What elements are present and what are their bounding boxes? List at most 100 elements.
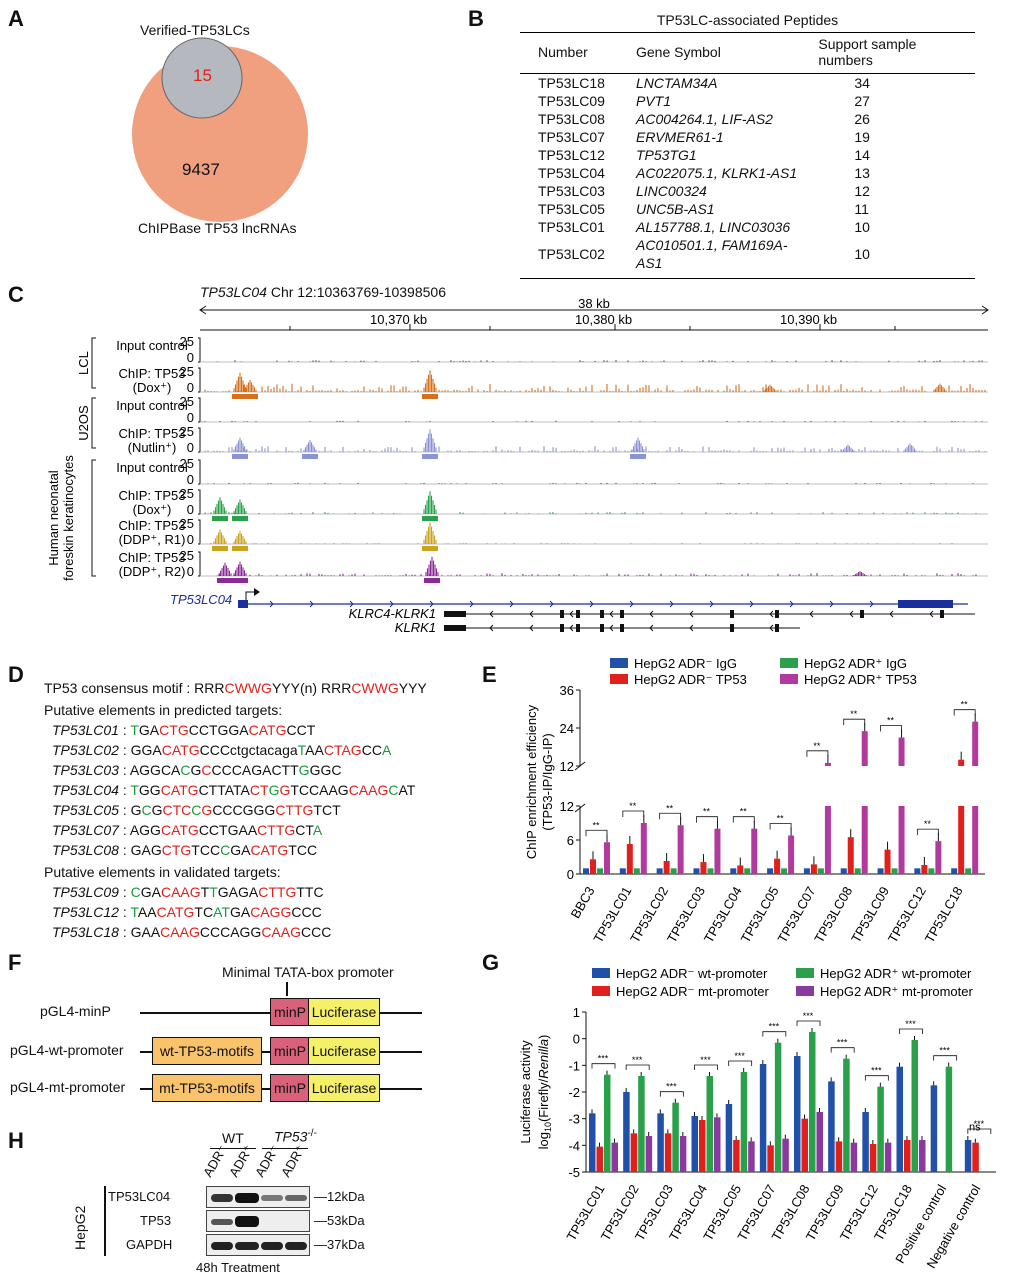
- peak-call: [302, 454, 318, 459]
- track-axis: [198, 551, 201, 577]
- luciferase-chart: HepG2 ADR⁻ wt-promoter HepG2 ADR⁻ mt-prom…: [518, 966, 996, 1271]
- panel-letter-d: D: [8, 662, 24, 687]
- track-signal: [204, 370, 986, 392]
- table-cell-gene: AC010501.1, FAM169A-AS1: [632, 236, 815, 279]
- y-tick-label: 0: [567, 867, 574, 882]
- sig-star: ***: [803, 1011, 814, 1021]
- blot-gapdh: [206, 1234, 310, 1256]
- table-header-gene: Gene Symbol: [632, 32, 815, 74]
- gene-strand: [829, 600, 834, 608]
- track-ymax: 25: [180, 456, 194, 471]
- bar: [809, 1032, 816, 1172]
- track-label: ChIP: TP53: [119, 550, 186, 565]
- sig-bracket: [591, 1063, 616, 1069]
- bar: [714, 1117, 721, 1172]
- track-sublabel: (DDP⁺, R1): [119, 532, 186, 547]
- table-row: TP53LC18 LNCTAM34A 34: [520, 74, 975, 93]
- track-signal: [204, 491, 977, 514]
- axis-break: [574, 803, 586, 813]
- table-cell-gene: ERVMER61-1: [636, 129, 724, 145]
- bar: [596, 1146, 603, 1172]
- sig-bracket: [967, 1128, 992, 1134]
- gene-exon: [444, 611, 466, 617]
- table-row: TP53LC05 UNC5B-AS1 11: [520, 200, 975, 218]
- consensus-motif: TP53 consensus motif : RRRCWWGYYY(n) RRR…: [44, 680, 427, 696]
- consensus-suffix: YYY: [398, 680, 427, 696]
- gene-exon: [860, 610, 864, 618]
- peak-call: [424, 578, 440, 583]
- peak-call: [217, 578, 233, 583]
- gene-exon: [600, 624, 604, 632]
- peak-call: [232, 546, 248, 551]
- bar: [699, 1120, 706, 1172]
- track-ymax: 25: [180, 516, 194, 531]
- gene-strand: [569, 624, 574, 632]
- y-tick-label: 0: [573, 1032, 580, 1047]
- x-tick-label: BBC3: [568, 884, 598, 921]
- gene-exon: [940, 610, 944, 618]
- table-header-support: Support sample numbers: [814, 32, 975, 74]
- construct-name-2: pGL4-wt-promoter: [10, 1042, 124, 1058]
- bar: [877, 1086, 884, 1172]
- track-yzero: 0: [187, 502, 194, 517]
- bar: [774, 1042, 782, 1172]
- bar: [850, 1142, 858, 1172]
- table-cell-number: TP53LC04: [538, 165, 605, 181]
- sig-star: **: [666, 803, 674, 813]
- venn-diagram: [132, 37, 308, 222]
- gene-strand: [809, 610, 814, 618]
- panel-letter-f: F: [8, 950, 22, 975]
- bar: [645, 1136, 653, 1172]
- peak-call: [422, 394, 438, 399]
- track-ymax: 25: [180, 548, 194, 563]
- group-ko-sup: -/-: [307, 1128, 317, 1139]
- track-label: ChIP: TP53: [119, 488, 186, 503]
- blot-row-label-1: TP53LC04: [108, 1189, 171, 1204]
- consensus-prefix: TP53 consensus motif : RRR: [44, 680, 225, 696]
- kda-1: —12kDa: [314, 1189, 365, 1204]
- seq-tp53lc04: TP53LC04 : TGGCATGCTTATACTGGTCCAAGCAAGCA…: [52, 782, 416, 798]
- consensus-mid: YYY(n) RRR: [271, 680, 352, 696]
- table-cell-gene: AC022075.1, KLRK1-AS1: [636, 165, 798, 181]
- sig-bracket: [769, 823, 792, 830]
- gene-strand: [849, 610, 854, 618]
- bar: [828, 1081, 835, 1172]
- bar: [633, 868, 640, 874]
- table-row: TP53LC04 AC022075.1, KLRK1-AS1 13: [520, 164, 975, 182]
- validated-header: Putative elements in validated targets:: [44, 864, 281, 880]
- bar: [672, 1102, 679, 1172]
- bar: [891, 868, 898, 874]
- table-cell-support: 19: [854, 129, 870, 145]
- track-label: Input control: [116, 338, 188, 353]
- table-cell-support: 26: [854, 111, 870, 127]
- minp-box-3: minP: [270, 1074, 310, 1102]
- gene-strand: [389, 600, 394, 608]
- legend-label: HepG2 ADR⁻ TP53: [634, 672, 747, 687]
- bar: [630, 1133, 638, 1172]
- gene-strand: [889, 610, 894, 618]
- legend-swatch: [796, 968, 814, 978]
- luciferase-box-3: Luciferase: [308, 1074, 380, 1102]
- sig-bracket: [899, 1028, 923, 1034]
- table-row: TP53LC03 LINC00324 12: [520, 182, 975, 200]
- track-ymax: 25: [180, 486, 194, 501]
- sig-bracket: [843, 718, 866, 726]
- sig-star: ***: [871, 1066, 882, 1076]
- kda-3-text: 37kDa: [327, 1237, 365, 1252]
- bar: [964, 1140, 972, 1172]
- gene-strand: [529, 624, 534, 632]
- kda-2: —53kDa: [314, 1213, 365, 1228]
- panel-letter-e: E: [482, 662, 497, 687]
- gene-strand: [549, 600, 554, 608]
- venn-inner-value: 15: [193, 66, 212, 85]
- sig-star: ***: [734, 1051, 745, 1061]
- panel-letter-h: H: [8, 1128, 24, 1153]
- table-cell-number: TP53LC02: [520, 236, 632, 279]
- bar: [788, 835, 795, 874]
- gene-strand: [649, 610, 654, 618]
- track-axis: [198, 337, 201, 363]
- sig-bracket: [830, 1047, 855, 1053]
- band: [235, 1242, 259, 1250]
- y-tick-label: -4: [568, 1138, 580, 1153]
